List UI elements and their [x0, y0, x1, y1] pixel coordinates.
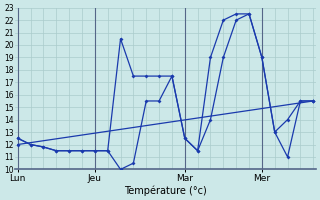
X-axis label: Température (°c): Température (°c)	[124, 185, 207, 196]
